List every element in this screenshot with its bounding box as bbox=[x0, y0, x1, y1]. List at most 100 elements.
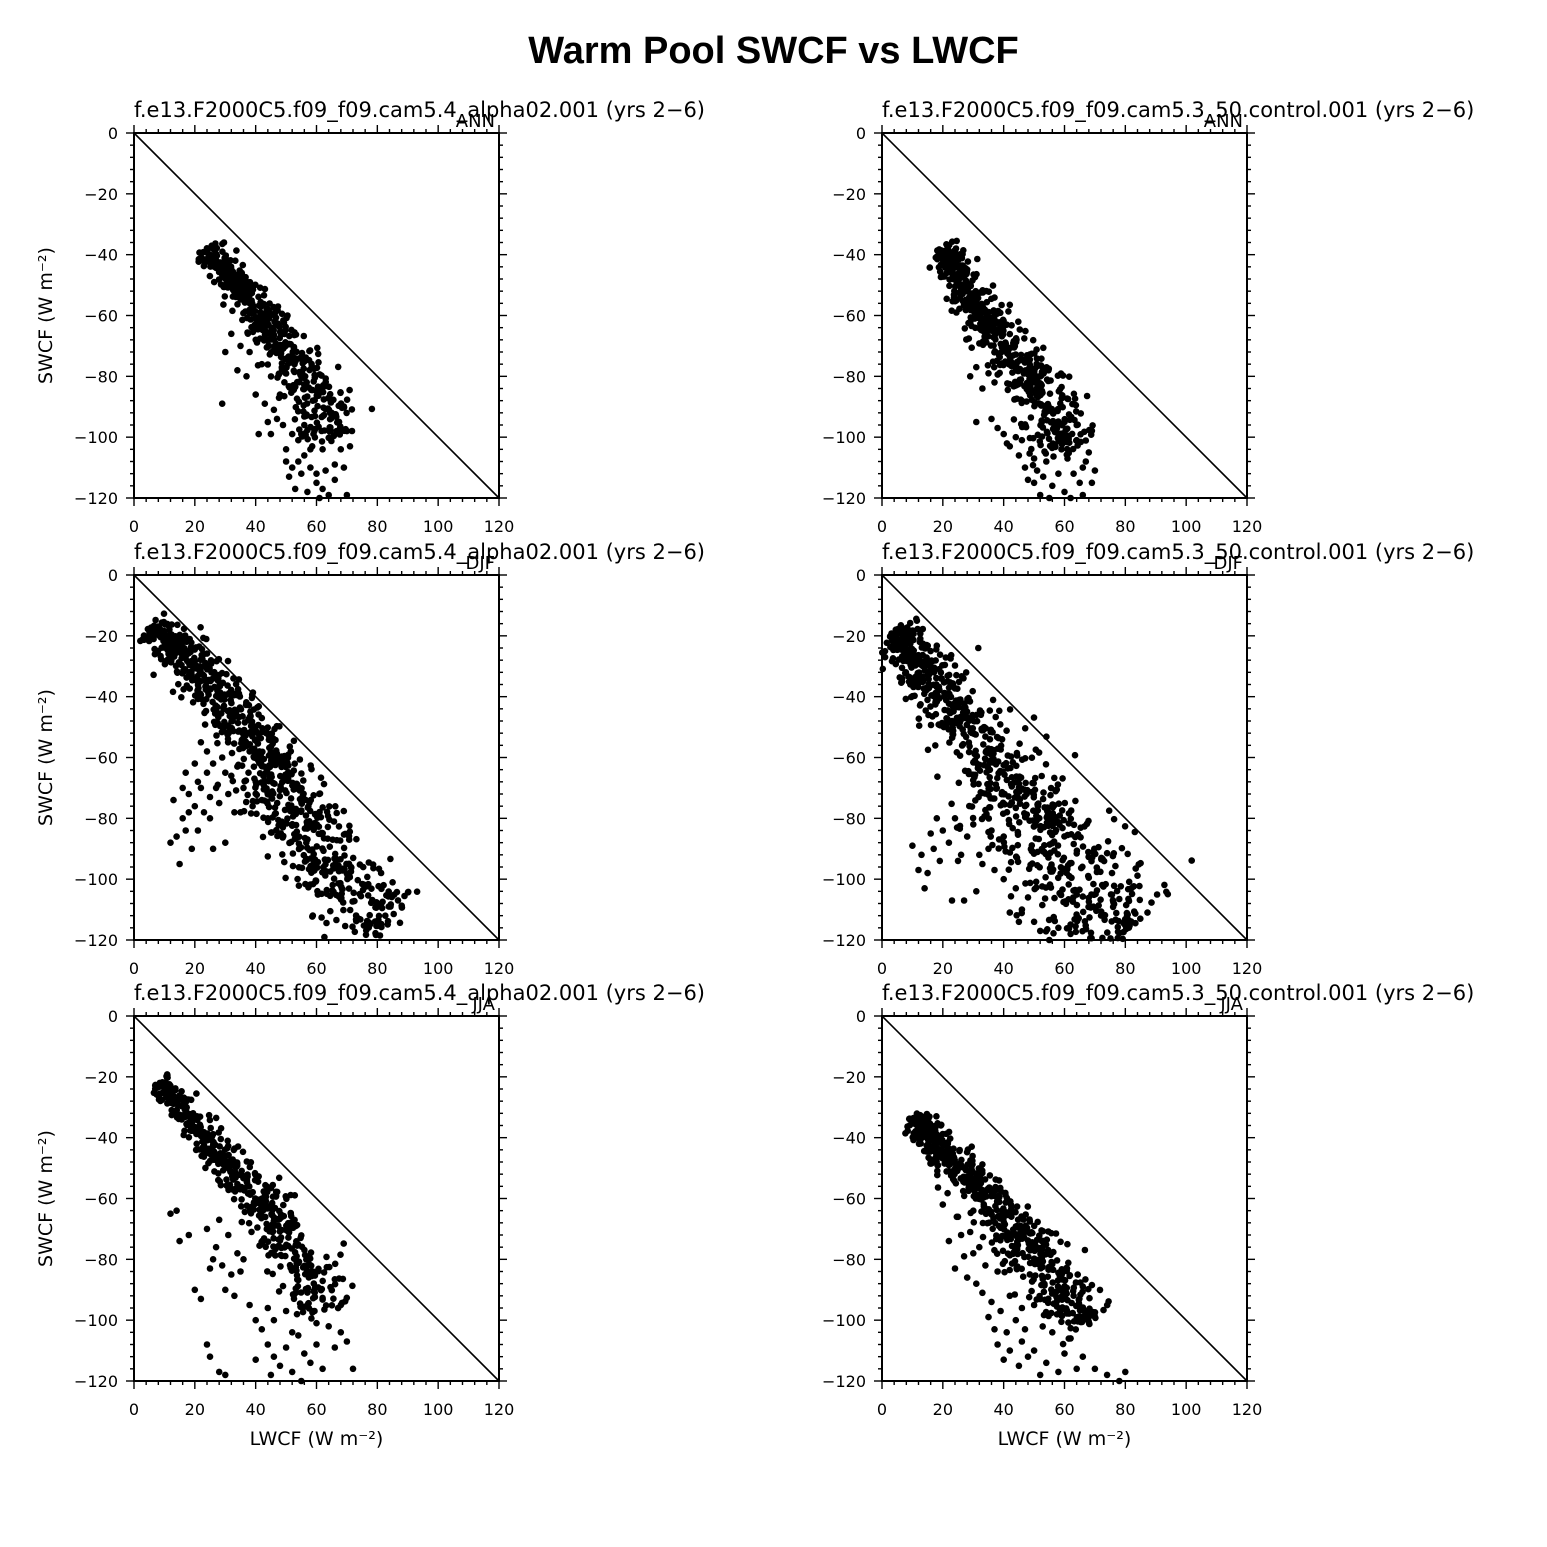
data-point bbox=[993, 784, 1001, 792]
data-point bbox=[252, 336, 259, 344]
data-point bbox=[168, 1106, 175, 1114]
data-point bbox=[1028, 445, 1035, 453]
data-point bbox=[277, 350, 285, 357]
data-point bbox=[283, 1227, 291, 1234]
data-point bbox=[1030, 1244, 1037, 1251]
data-point bbox=[995, 1177, 1003, 1184]
data-point bbox=[353, 835, 360, 843]
data-point bbox=[921, 885, 928, 892]
data-point bbox=[244, 1171, 251, 1178]
data-point bbox=[1087, 929, 1095, 937]
data-point bbox=[1038, 419, 1045, 426]
data-point bbox=[268, 773, 276, 781]
data-point bbox=[372, 904, 379, 911]
y-tick-label: −100 bbox=[74, 870, 118, 889]
data-point bbox=[221, 1153, 229, 1160]
data-point bbox=[1081, 1246, 1089, 1254]
data-point bbox=[270, 1214, 278, 1221]
data-point bbox=[1023, 385, 1031, 393]
data-point bbox=[951, 1170, 958, 1178]
data-point bbox=[301, 858, 309, 865]
data-point bbox=[981, 333, 988, 340]
data-point bbox=[1128, 890, 1136, 898]
data-point bbox=[285, 340, 293, 348]
season-label: DJF bbox=[1213, 553, 1243, 574]
data-point bbox=[1031, 1255, 1038, 1263]
data-point bbox=[948, 717, 956, 725]
data-point bbox=[173, 668, 181, 675]
data-point bbox=[978, 300, 985, 308]
data-point bbox=[203, 1341, 211, 1348]
data-point bbox=[270, 761, 277, 768]
data-point bbox=[224, 682, 231, 689]
data-point bbox=[151, 645, 158, 653]
data-point bbox=[1026, 879, 1034, 887]
data-point bbox=[1061, 418, 1068, 426]
data-point bbox=[325, 434, 333, 442]
data-point bbox=[892, 635, 900, 642]
data-point bbox=[313, 843, 321, 850]
data-point bbox=[958, 742, 966, 749]
data-point bbox=[255, 430, 262, 438]
data-point bbox=[293, 828, 301, 835]
data-point bbox=[275, 1236, 283, 1243]
y-tick-label: −80 bbox=[84, 809, 118, 828]
data-point bbox=[952, 297, 960, 304]
data-point bbox=[300, 402, 308, 409]
data-point bbox=[921, 667, 929, 674]
data-point bbox=[1079, 464, 1087, 471]
data-point bbox=[979, 289, 987, 296]
data-point bbox=[1043, 819, 1051, 826]
data-point bbox=[1113, 909, 1120, 917]
data-point bbox=[229, 286, 237, 294]
data-point bbox=[956, 718, 964, 726]
data-point bbox=[319, 446, 326, 453]
scatter-points bbox=[150, 1071, 357, 1385]
data-point bbox=[948, 897, 956, 904]
data-point bbox=[1000, 875, 1007, 883]
data-point bbox=[917, 1140, 924, 1147]
data-point bbox=[226, 272, 233, 280]
data-point bbox=[354, 876, 362, 884]
data-point bbox=[1024, 894, 1032, 901]
data-point bbox=[1040, 344, 1047, 352]
data-point bbox=[883, 639, 891, 647]
y-tick-label: −120 bbox=[74, 489, 118, 508]
data-point bbox=[990, 363, 998, 371]
data-point bbox=[1058, 807, 1066, 814]
data-point bbox=[1122, 901, 1130, 909]
one-to-one-line bbox=[881, 1015, 1248, 1382]
data-point bbox=[300, 777, 307, 784]
data-point bbox=[319, 1365, 326, 1373]
data-point bbox=[287, 807, 294, 815]
data-point bbox=[1061, 833, 1068, 840]
data-point bbox=[332, 860, 339, 868]
data-point bbox=[986, 707, 994, 714]
data-point bbox=[266, 300, 273, 307]
data-point bbox=[988, 1211, 995, 1218]
data-point bbox=[217, 696, 225, 703]
data-point bbox=[1011, 794, 1019, 801]
data-point bbox=[295, 783, 303, 791]
data-point bbox=[939, 1130, 946, 1138]
data-point bbox=[1019, 1273, 1027, 1280]
data-point bbox=[1039, 848, 1047, 855]
data-point bbox=[193, 1140, 200, 1148]
data-point bbox=[1120, 928, 1127, 936]
data-point bbox=[998, 333, 1006, 340]
data-point bbox=[218, 1262, 226, 1269]
data-point bbox=[951, 815, 959, 822]
data-point bbox=[180, 625, 188, 633]
data-point bbox=[1070, 1284, 1078, 1291]
data-point bbox=[997, 746, 1004, 753]
data-point bbox=[211, 247, 218, 254]
data-point bbox=[984, 362, 992, 369]
data-point bbox=[1039, 901, 1046, 909]
data-point bbox=[965, 319, 972, 327]
data-point bbox=[260, 301, 268, 309]
data-point bbox=[963, 833, 971, 840]
data-point bbox=[249, 328, 257, 336]
data-point bbox=[1063, 445, 1071, 453]
data-point bbox=[240, 784, 247, 792]
data-point bbox=[180, 1131, 187, 1139]
